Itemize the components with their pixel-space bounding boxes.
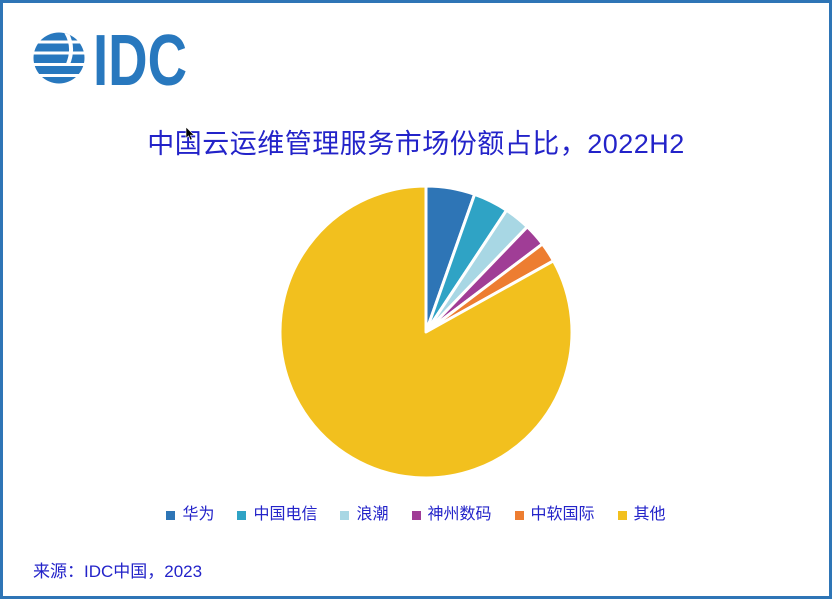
- legend-label: 其他: [633, 506, 666, 523]
- legend: 华为 中国电信 浪潮 神州数码 中软国际 其他: [3, 507, 829, 523]
- pie-chart: [278, 184, 574, 480]
- idc-globe-icon: [33, 32, 85, 84]
- legend-label: 中国电信: [253, 506, 318, 523]
- legend-item-华为: 华为: [166, 507, 214, 523]
- pie-chart-area: [271, 177, 581, 487]
- legend-swatch-icon: [411, 510, 421, 520]
- legend-swatch-icon: [340, 510, 350, 520]
- idc-logo: IDC: [33, 30, 187, 88]
- legend-item-中国电信: 中国电信: [237, 507, 317, 523]
- legend-swatch-icon: [514, 510, 524, 520]
- legend-item-神州数码: 神州数码: [411, 506, 492, 523]
- idc-logo-text: IDC: [93, 30, 187, 88]
- legend-label: 浪潮: [356, 506, 389, 523]
- legend-item-浪潮: 浪潮: [340, 506, 389, 523]
- legend-item-其他: 其他: [617, 506, 666, 523]
- legend-swatch-icon: [237, 510, 247, 520]
- legend-swatch-icon: [166, 510, 176, 520]
- legend-swatch-icon: [617, 510, 627, 520]
- legend-item-中软国际: 中软国际: [514, 506, 595, 523]
- legend-label: 中软国际: [530, 506, 595, 523]
- legend-label: 华为: [182, 506, 215, 523]
- legend-label: 神州数码: [427, 506, 492, 523]
- mouse-cursor-icon: [185, 127, 195, 141]
- pie-slice-其他: [278, 184, 574, 480]
- chart-title: 中国云运维管理服务市场份额占比，2022H2: [147, 129, 685, 159]
- source-note: 来源：IDC中国，2023: [33, 562, 203, 581]
